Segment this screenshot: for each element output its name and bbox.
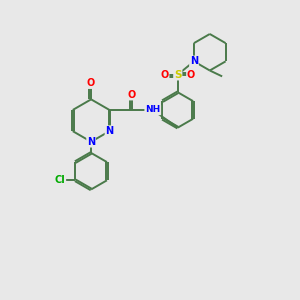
Text: O: O (160, 70, 169, 80)
Text: N: N (105, 126, 113, 136)
Text: O: O (87, 78, 95, 88)
Text: O: O (187, 70, 195, 80)
Text: N: N (190, 56, 198, 66)
Text: O: O (128, 90, 136, 100)
Text: N: N (87, 137, 95, 147)
Text: NH: NH (145, 106, 160, 115)
Text: Cl: Cl (55, 175, 65, 185)
Text: S: S (174, 70, 182, 80)
